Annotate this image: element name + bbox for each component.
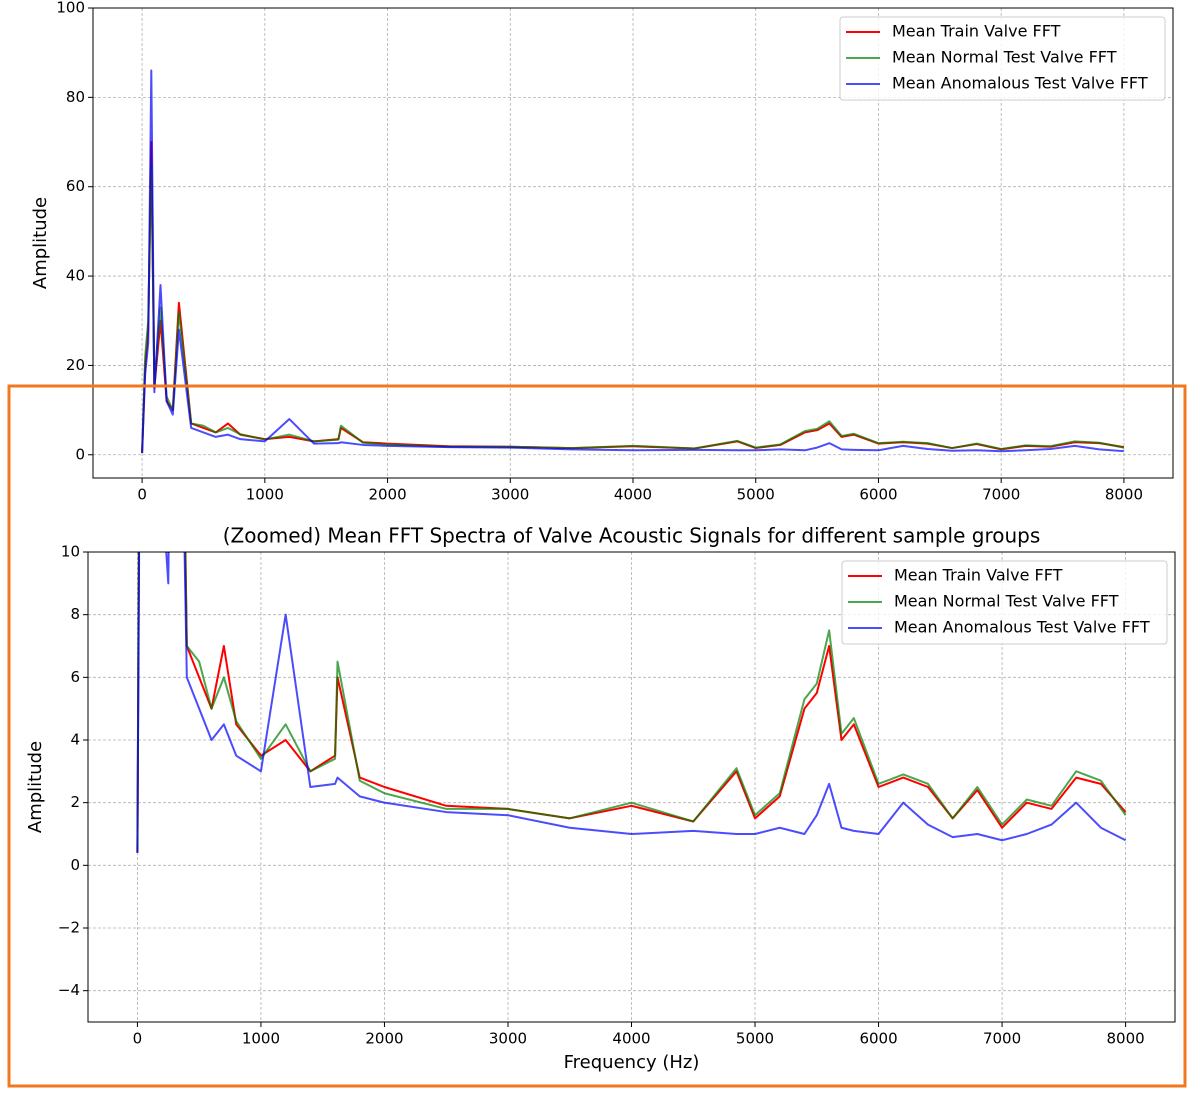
x-tick-label: 7000 [983,1030,1021,1048]
legend-label: Mean Normal Test Valve FFT [894,592,1119,611]
y-tick-label: 0 [70,856,80,874]
legend-label: Mean Normal Test Valve FFT [892,48,1117,67]
axes-frame [92,7,1174,479]
legend-box [839,16,1166,101]
x-tick-label: 1000 [242,1030,280,1048]
y-tick-label: 8 [70,605,80,623]
y-tick-label: −4 [58,981,80,999]
series-line [136,552,1127,853]
x-tick-label: 6000 [859,1030,897,1048]
x-tick-label: 4000 [612,1030,650,1048]
y-tick-label: 2 [70,793,80,811]
y-tick-label: 20 [66,356,85,374]
x-tick-label: 7000 [982,486,1020,504]
x-tick-label: 3000 [489,1030,527,1048]
y-axis-label: Amplitude [30,197,51,289]
y-tick-label: 4 [70,731,80,749]
chart-title: (Zoomed) Mean FFT Spectra of Valve Acous… [223,524,1041,548]
x-tick-label: 5000 [736,1030,774,1048]
x-tick-label: 4000 [614,486,652,504]
y-tick-label: 80 [66,88,85,106]
y-tick-label: 100 [56,0,85,17]
y-tick-label: 0 [75,445,85,463]
x-tick-label: 3000 [491,486,529,504]
x-tick-label: 8000 [1106,1030,1144,1048]
x-tick-label: 1000 [246,486,284,504]
y-axis-label: Amplitude [25,741,46,833]
y-tick-label: −2 [58,919,80,937]
x-axis-label: Frequency (Hz) [564,1052,700,1073]
legend-label: Mean Train Valve FFT [892,22,1061,41]
x-tick-label: 5000 [737,486,775,504]
y-tick-label: 6 [70,668,80,686]
plot-area [136,552,1127,853]
y-tick-label: 40 [66,267,85,285]
y-tick-label: 10 [61,543,80,561]
x-tick-label: 0 [137,486,147,504]
x-tick-label: 2000 [368,486,406,504]
highlight-box [7,384,1187,1088]
legend-box [841,560,1168,645]
legend-label: Mean Anomalous Test Valve FFT [894,618,1150,637]
legend-label: Mean Train Valve FFT [894,566,1063,585]
legend-label: Mean Anomalous Test Valve FFT [892,74,1148,93]
axes-frame [87,551,1176,1023]
x-tick-label: 6000 [859,486,897,504]
x-tick-label: 2000 [365,1030,403,1048]
series-line [136,552,1127,853]
y-tick-label: 60 [66,177,85,195]
x-tick-label: 8000 [1105,486,1143,504]
x-tick-label: 0 [133,1030,143,1048]
